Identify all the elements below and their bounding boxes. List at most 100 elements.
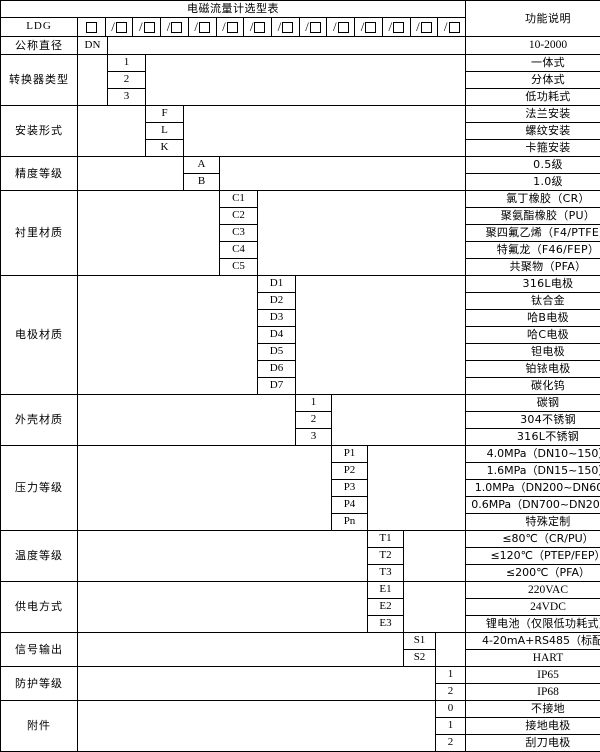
empty-box-icon — [282, 22, 293, 33]
code-cell-converter-type-3[interactable]: 3 — [108, 89, 146, 106]
code-cell-lining-material-5[interactable]: C5 — [220, 259, 258, 276]
category-label-installation-type: 安装形式 — [1, 106, 78, 157]
row-accessory-1: 附件 0 不接地 — [1, 701, 600, 718]
empty-box-icon — [171, 22, 182, 33]
spacer-cell — [78, 531, 368, 582]
desc-installation-type-2: 螺纹安装 — [466, 123, 600, 140]
code-box-8[interactable]: / — [300, 18, 328, 36]
row-shell-material-1: 外壳材质 1 碳钢 — [1, 395, 600, 412]
code-cell-shell-material-2[interactable]: 2 — [296, 412, 332, 429]
code-box-10[interactable]: / — [355, 18, 383, 36]
code-cell-pressure-grade-5[interactable]: Pn — [332, 514, 368, 531]
code-cell-temperature-grade-1[interactable]: T1 — [368, 531, 404, 548]
desc-power-supply-3: 锂电池（仅限低功耗式） — [466, 616, 600, 633]
desc-electrode-material-2: 钛合金 — [466, 293, 600, 310]
desc-lining-material-5: 共聚物（PFA） — [466, 259, 600, 276]
spacer-cell — [78, 55, 108, 106]
spacer-cell — [78, 157, 184, 191]
spacer-cell — [184, 106, 466, 157]
code-box-9[interactable]: / — [327, 18, 355, 36]
spacer-cell — [220, 157, 466, 191]
empty-box-icon — [338, 22, 349, 33]
spacer-cell — [78, 276, 258, 395]
code-cell-accuracy-grade-1[interactable]: A — [184, 157, 220, 174]
code-cell-dn[interactable]: DN — [78, 37, 108, 55]
code-cell-electrode-material-2[interactable]: D2 — [258, 293, 296, 310]
code-cell-installation-type-1[interactable]: F — [146, 106, 184, 123]
code-cell-electrode-material-5[interactable]: D5 — [258, 344, 296, 361]
code-cell-pressure-grade-2[interactable]: P2 — [332, 463, 368, 480]
spacer-cell — [78, 633, 404, 667]
code-box-7[interactable]: / — [272, 18, 300, 36]
spacer-cell — [78, 106, 146, 157]
code-cell-lining-material-2[interactable]: C2 — [220, 208, 258, 225]
code-cell-lining-material-3[interactable]: C3 — [220, 225, 258, 242]
spacer-cell — [332, 395, 466, 446]
code-cell-accessory-3[interactable]: 2 — [436, 735, 466, 752]
code-cell-protection-grade-1[interactable]: 1 — [436, 667, 466, 684]
code-cell-lining-material-1[interactable]: C1 — [220, 191, 258, 208]
code-cell-pressure-grade-3[interactable]: P3 — [332, 480, 368, 497]
code-box-3[interactable]: / — [161, 18, 189, 36]
code-box-13[interactable]: / — [438, 18, 465, 36]
code-cell-power-supply-3[interactable]: E3 — [368, 616, 404, 633]
desc-pressure-grade-4: 0.6MPa（DN700~DN2000） — [466, 497, 600, 514]
code-box-5[interactable]: / — [217, 18, 245, 36]
desc-shell-material-2: 304不锈钢 — [466, 412, 600, 429]
desc-electrode-material-3: 哈B电极 — [466, 310, 600, 327]
code-cell-lining-material-4[interactable]: C4 — [220, 242, 258, 259]
code-cell-pressure-grade-1[interactable]: P1 — [332, 446, 368, 463]
code-cell-power-supply-2[interactable]: E2 — [368, 599, 404, 616]
code-cell-converter-type-2[interactable]: 2 — [108, 72, 146, 89]
code-cell-signal-output-2[interactable]: S2 — [404, 650, 436, 667]
code-cell-shell-material-3[interactable]: 3 — [296, 429, 332, 446]
row-nominal-diameter: 公称直径 DN 10-2000 — [1, 37, 600, 55]
slash-separator-icon: / — [250, 20, 254, 33]
desc-accessory-3: 刮刀电极 — [466, 735, 600, 752]
code-cell-accessory-2[interactable]: 1 — [436, 718, 466, 735]
code-cell-electrode-material-7[interactable]: D7 — [258, 378, 296, 395]
code-cell-protection-grade-2[interactable]: 2 — [436, 684, 466, 701]
slash-separator-icon: / — [305, 20, 309, 33]
code-box-1[interactable]: / — [106, 18, 134, 36]
code-box-4[interactable]: / — [189, 18, 217, 36]
empty-box-icon — [86, 22, 97, 33]
code-box-11[interactable]: / — [383, 18, 411, 36]
code-cell-pressure-grade-4[interactable]: P4 — [332, 497, 368, 514]
code-cell-temperature-grade-2[interactable]: T2 — [368, 548, 404, 565]
code-box-6[interactable]: / — [244, 18, 272, 36]
desc-electrode-material-1: 316L电极 — [466, 276, 600, 293]
desc-temperature-grade-2: ≤120℃（PTEP/FEP） — [466, 548, 600, 565]
code-box-0[interactable] — [78, 18, 106, 36]
code-cell-accuracy-grade-2[interactable]: B — [184, 174, 220, 191]
code-cell-electrode-material-4[interactable]: D4 — [258, 327, 296, 344]
category-label-pressure-grade: 压力等级 — [1, 446, 78, 531]
slash-separator-icon: / — [139, 20, 143, 33]
code-cell-temperature-grade-3[interactable]: T3 — [368, 565, 404, 582]
code-cell-accessory-1[interactable]: 0 — [436, 701, 466, 718]
code-cell-installation-type-2[interactable]: L — [146, 123, 184, 140]
category-label-lining-material: 衬里材质 — [1, 191, 78, 276]
desc-power-supply-2: 24VDC — [466, 599, 600, 616]
code-cell-signal-output-1[interactable]: S1 — [404, 633, 436, 650]
spacer-cell — [108, 37, 466, 55]
empty-box-icon — [310, 22, 321, 33]
code-cell-electrode-material-3[interactable]: D3 — [258, 310, 296, 327]
desc-converter-type-1: 一体式 — [466, 55, 600, 72]
code-cell-installation-type-3[interactable]: K — [146, 140, 184, 157]
code-cell-shell-material-1[interactable]: 1 — [296, 395, 332, 412]
code-cell-electrode-material-1[interactable]: D1 — [258, 276, 296, 293]
code-box-2[interactable]: / — [133, 18, 161, 36]
code-box-12[interactable]: / — [411, 18, 439, 36]
slash-separator-icon: / — [167, 20, 171, 33]
spacer-cell — [78, 582, 368, 633]
code-cell-converter-type-1[interactable]: 1 — [108, 55, 146, 72]
row-installation-type-1: 安装形式 F 法兰安装 — [1, 106, 600, 123]
desc-electrode-material-6: 铂铱电极 — [466, 361, 600, 378]
row-accuracy-grade-1: 精度等级 A 0.5级 — [1, 157, 600, 174]
slash-separator-icon: / — [333, 20, 337, 33]
desc-accessory-1: 不接地 — [466, 701, 600, 718]
code-cell-electrode-material-6[interactable]: D6 — [258, 361, 296, 378]
code-cell-power-supply-1[interactable]: E1 — [368, 582, 404, 599]
